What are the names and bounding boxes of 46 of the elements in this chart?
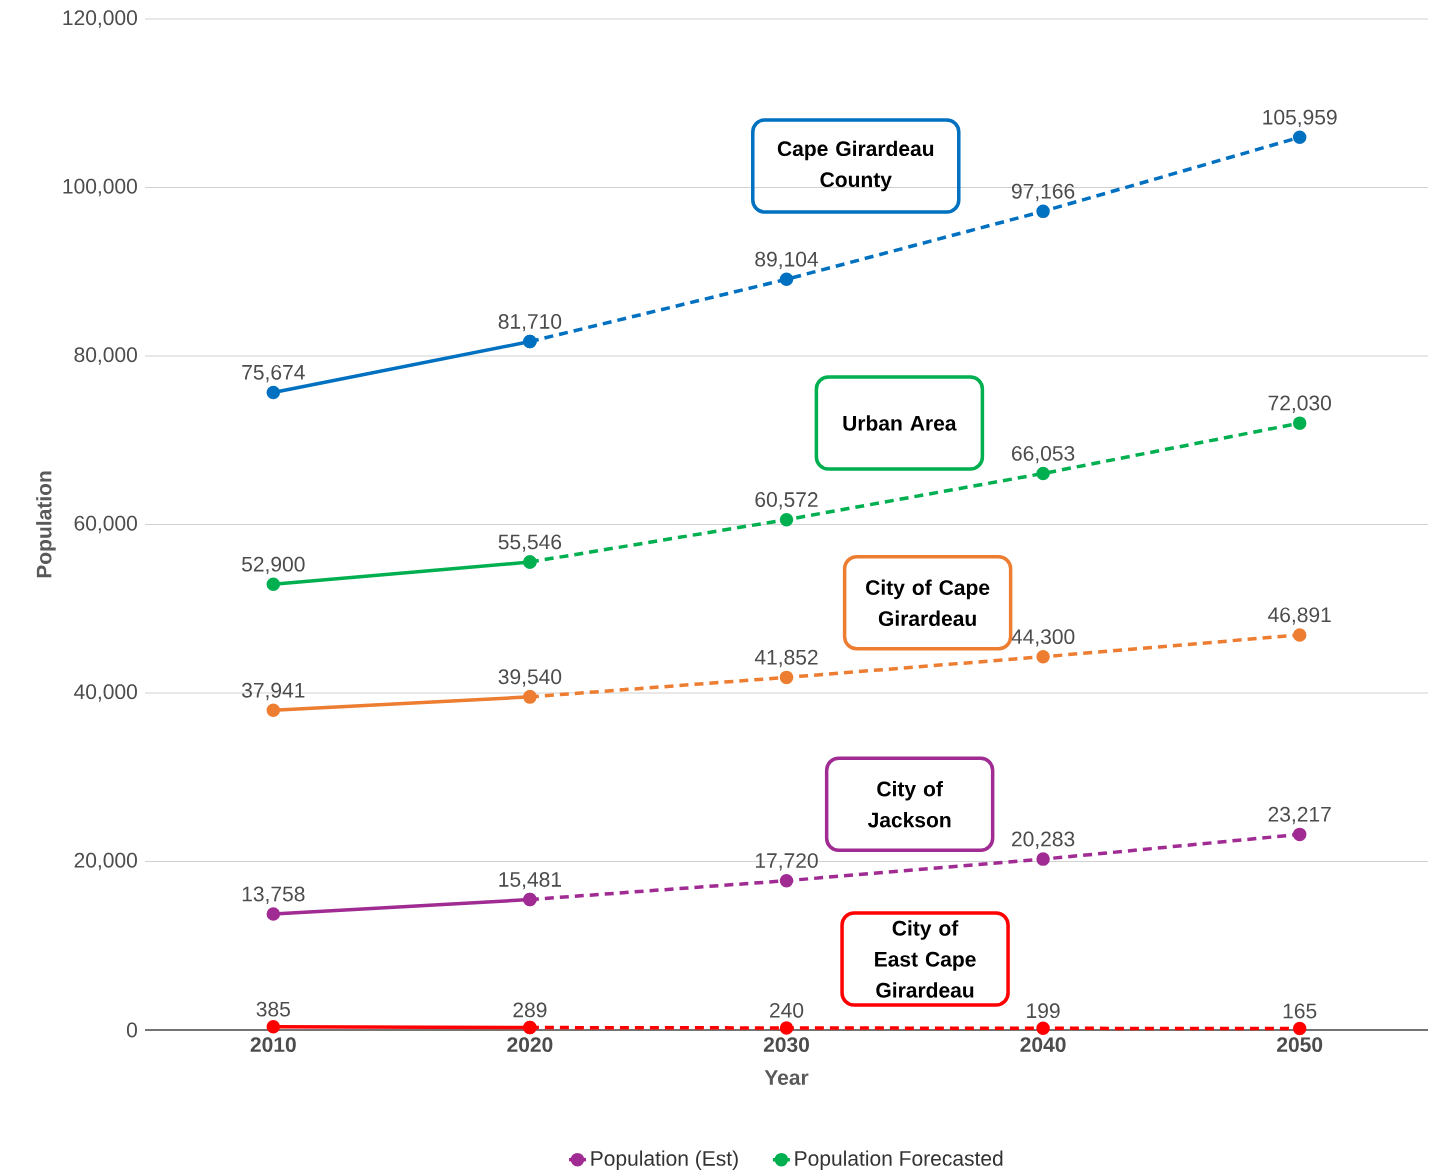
data-label: 72,030 [1268,395,1331,414]
annotation: Urban Area [843,415,957,431]
data-label: 17,720 [755,853,818,871]
legend-label: Population Forecasted [795,1150,1003,1171]
data-label: 39,540 [498,669,562,687]
annotation: City of Jackson [867,781,951,828]
annotation: City of East Cape Girardeau [875,920,976,998]
annotation: Cape Girardeau County [777,140,934,192]
data-label: 105,959 [1263,109,1337,128]
x-tick-label: 2050 [1277,1037,1323,1053]
data-label: 240 [770,1003,804,1018]
data-label: 13,758 [242,886,305,904]
data-label: 165 [1283,1003,1317,1019]
data-label: 52,900 [242,556,305,575]
x-tick-label: 2020 [507,1037,553,1053]
data-label: 289 [513,1002,547,1018]
y-tick-label: 40,000 [74,684,137,702]
y-tick-label: 0 [126,1022,137,1038]
data-label: 97,166 [1011,183,1075,202]
y-tick-label: 20,000 [74,852,137,871]
data-label: 89,104 [755,251,818,270]
x-tick-label: 2040 [1020,1037,1066,1053]
data-label: 81,710 [498,314,562,332]
data-label: 66,053 [1012,446,1075,464]
data-label: 55,546 [498,534,562,552]
x-axis-title: Year [764,1070,809,1086]
data-label: 23,217 [1268,806,1331,825]
data-label: 15,481 [499,872,561,890]
data-label: 37,941 [241,682,305,701]
data-label: 20,283 [1012,831,1075,849]
data-label: 75,674 [242,364,305,383]
y-tick-label: 60,000 [74,515,137,534]
x-tick-label: 2030 [763,1037,809,1053]
data-label: 199 [1027,1003,1060,1019]
data-label: 385 [256,1001,290,1017]
y-tick-label: 120,000 [63,10,137,28]
y-axis-title: Population [36,471,56,578]
data-label: 41,852 [754,649,818,668]
x-tick-label: 2010 [250,1037,296,1053]
y-tick-label: 100,000 [63,178,137,197]
legend-label: Population (Est) [591,1150,738,1171]
annotation: City of Cape Girardeau [866,579,990,627]
y-tick-label: 80,000 [74,347,137,365]
data-label: 46,891 [1268,607,1331,625]
data-label: 60,572 [755,492,818,510]
data-label: 44,300 [1011,629,1075,647]
